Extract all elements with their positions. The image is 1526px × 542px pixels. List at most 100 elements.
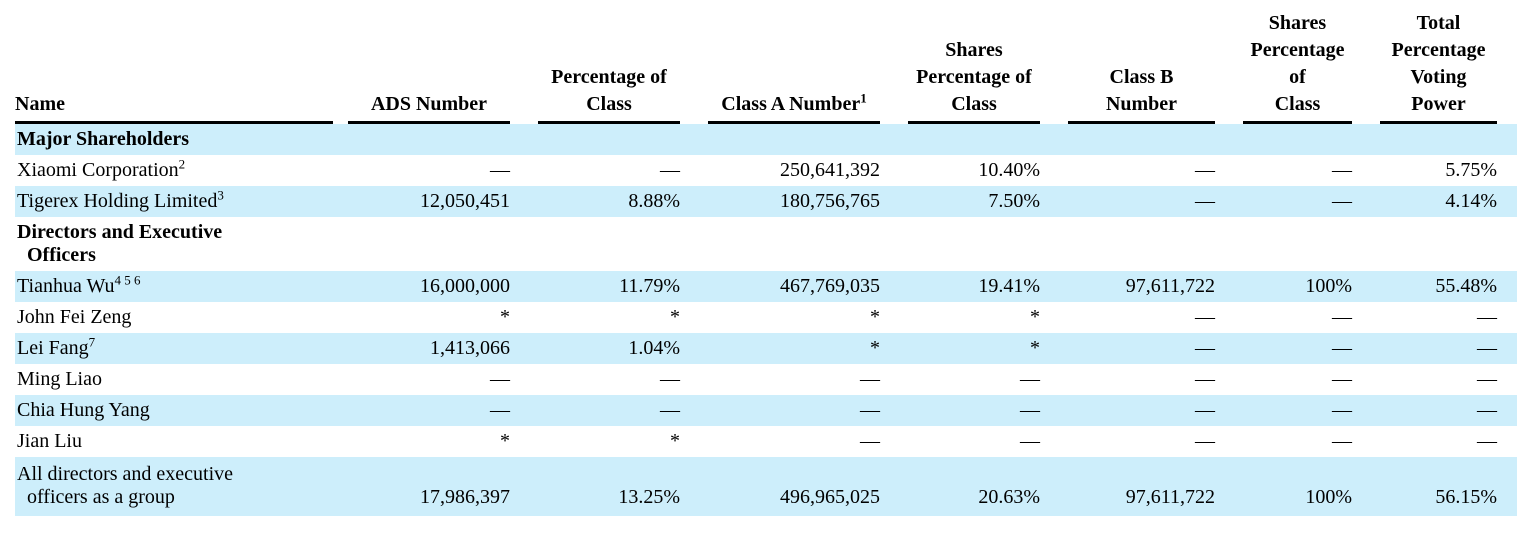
- header-text: Shares: [945, 39, 1003, 61]
- name-cell: Xiaomi Corporation2: [15, 155, 340, 186]
- header-text: Percentage of: [1250, 39, 1345, 88]
- value-cell: 100%: [1235, 457, 1372, 516]
- header-text: Percentage of: [551, 66, 667, 88]
- value-cell: *: [500, 430, 510, 452]
- table-body: Major Shareholders Xiaomi Corporation2— —2…: [15, 124, 1517, 516]
- footnote-ref: 7: [88, 334, 96, 350]
- value-cell: 19.41%: [900, 271, 1060, 302]
- value-cell: 100%: [1235, 271, 1372, 302]
- footnote-ref: 1: [860, 90, 867, 106]
- header-text: Class: [586, 93, 632, 115]
- name-text: Directors and Executive: [17, 221, 223, 243]
- value-cell: 55.48%: [1372, 271, 1517, 302]
- section-row: Major Shareholders: [15, 124, 1517, 155]
- header-text: Class: [951, 93, 997, 115]
- value-cell: 4.14%: [1372, 186, 1517, 217]
- value-cell: —: [1372, 395, 1517, 426]
- table-header-row: Name ADS Number Percentage of Class Class A …: [15, 10, 1517, 124]
- value-cell: 16,000,000: [340, 271, 530, 302]
- column-header-label: Class A Number1: [708, 91, 880, 124]
- value-cell: —: [1332, 159, 1352, 181]
- value-cell: *: [900, 333, 1060, 364]
- table-row: Chia Hung Yang — — — — — — —: [15, 395, 1517, 426]
- value-cell: *: [1030, 306, 1040, 328]
- header-text: Number: [1105, 93, 1178, 115]
- value-cell: 10.40%: [978, 159, 1040, 181]
- name-text: Ming Liao: [17, 368, 102, 390]
- footnote-ref: 4 5 6: [114, 272, 141, 288]
- value-cell: 7.50%: [900, 186, 1060, 217]
- column-header-label: Total Percentage Voting Power: [1380, 10, 1497, 124]
- column-header-label: Name: [15, 91, 333, 124]
- column-header: Shares Percentage of Class: [1235, 10, 1372, 124]
- value-cell: —: [1477, 306, 1497, 328]
- value-cell: —: [1020, 368, 1040, 390]
- footnote-ref: 2: [178, 156, 186, 172]
- section-row: Directors and Executive Officers: [15, 217, 1517, 271]
- value-cell: *: [870, 306, 880, 328]
- header-text: Voting: [1410, 66, 1467, 88]
- name-text: officers as a group: [27, 486, 175, 508]
- header-text: Percentage of: [916, 66, 1032, 88]
- shareholder-ownership-table: Name ADS Number Percentage of Class Class A …: [15, 10, 1517, 516]
- header-text: Power: [1411, 93, 1466, 115]
- value-cell: —: [490, 159, 510, 181]
- header-text: Class: [1274, 93, 1321, 115]
- value-cell: —: [1332, 306, 1352, 328]
- value-cell: 17,986,397: [340, 457, 530, 516]
- value-cell: *: [700, 333, 900, 364]
- footnote-ref: 3: [217, 187, 224, 203]
- value-cell: 8.88%: [530, 186, 700, 217]
- value-cell: —: [530, 395, 700, 426]
- value-cell: —: [1195, 159, 1215, 181]
- value-cell: 56.15%: [1372, 457, 1517, 516]
- column-header: ADS Number: [340, 10, 530, 124]
- name-text: Xiaomi Corporation: [17, 159, 179, 181]
- value-cell: —: [660, 368, 680, 390]
- value-cell: —: [1060, 186, 1235, 217]
- name-text: Jian Liu: [17, 430, 82, 452]
- value-cell: —: [700, 395, 900, 426]
- name-cell: Ming Liao: [15, 364, 340, 395]
- value-cell: —: [1235, 333, 1372, 364]
- document-page: Name ADS Number Percentage of Class Class A …: [15, 10, 1517, 516]
- value-cell: —: [1332, 368, 1352, 390]
- value-cell: 97,611,722: [1060, 457, 1235, 516]
- value-cell: 5.75%: [1445, 159, 1497, 181]
- table-row: Jian Liu * * — — — — —: [15, 426, 1517, 457]
- name-text: All directors and executive: [17, 463, 234, 485]
- value-cell: —: [1235, 186, 1372, 217]
- value-cell: 12,050,451: [340, 186, 530, 217]
- value-cell: —: [860, 368, 880, 390]
- header-text: Shares: [1268, 12, 1327, 34]
- header-text: ADS Number: [370, 93, 488, 115]
- table-row: Tianhua Wu4 5 6 16,000,000 11.79% 467,769,0…: [15, 271, 1517, 302]
- value-cell: 467,769,035: [700, 271, 900, 302]
- column-header: Total Percentage Voting Power: [1372, 10, 1517, 124]
- value-cell: —: [860, 430, 880, 452]
- value-cell: 1,413,066: [340, 333, 530, 364]
- value-cell: *: [670, 430, 680, 452]
- name-cell: Major Shareholders: [15, 124, 1517, 155]
- name-text: Lei Fang: [17, 337, 89, 359]
- name-cell: All directors and executive officers as a…: [15, 457, 340, 516]
- header-text: Percentage: [1391, 39, 1486, 61]
- column-header-label: Shares Percentage of Class: [908, 37, 1040, 124]
- column-header: Shares Percentage of Class: [900, 10, 1060, 124]
- header-text: Class A Number: [721, 93, 861, 115]
- value-cell: —: [340, 395, 530, 426]
- name-text: Tigerex Holding Limited: [17, 190, 218, 212]
- value-cell: 1.04%: [530, 333, 700, 364]
- column-header: Percentage of Class: [530, 10, 700, 124]
- value-cell: 180,756,765: [700, 186, 900, 217]
- column-header-label: ADS Number: [348, 91, 510, 124]
- name-text: Major Shareholders: [17, 128, 190, 150]
- value-cell: —: [490, 368, 510, 390]
- table-row: Xiaomi Corporation2 — — 250,641,392 10.40% — —…: [15, 155, 1517, 186]
- value-cell: *: [500, 306, 510, 328]
- table-row: Lei Fang7 1,413,066 1.04% * * — — —: [15, 333, 1517, 364]
- name-cell: Jian Liu: [15, 426, 340, 457]
- value-cell: —: [1195, 306, 1215, 328]
- name-cell: Lei Fang7: [15, 333, 340, 364]
- name-text: Chia Hung Yang: [17, 399, 150, 421]
